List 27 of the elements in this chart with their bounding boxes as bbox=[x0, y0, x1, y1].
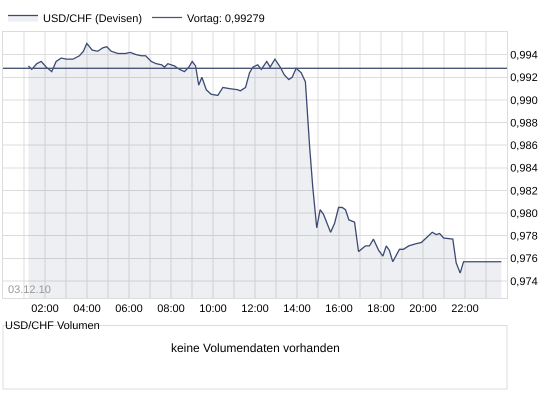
text: keine Volumendaten vorhanden bbox=[171, 341, 340, 355]
x-tick-label: 16:00 bbox=[325, 303, 353, 316]
y-tick-label: 0,980 bbox=[510, 208, 538, 220]
x-tick-label: 12:00 bbox=[241, 303, 269, 316]
y-tick-label: 0,984 bbox=[510, 162, 538, 175]
y-tick-label: 0,982 bbox=[510, 185, 538, 198]
x-tick-label: 04:00 bbox=[73, 303, 101, 316]
x-tick-label: 14:00 bbox=[283, 303, 311, 316]
y-tick-label: 0,974 bbox=[510, 276, 538, 288]
y-tick-label: 0,988 bbox=[510, 117, 538, 130]
x-tick-label: 06:00 bbox=[115, 303, 143, 316]
legend-label: Vortag: 0,99279 bbox=[187, 12, 265, 25]
y-tick-label: 0,990 bbox=[510, 94, 538, 107]
y-tick-label: 0,978 bbox=[510, 230, 538, 243]
annotation: 03.12.10 bbox=[8, 284, 51, 296]
x-tick-label: 22:00 bbox=[451, 303, 479, 316]
x-tick-label: 08:00 bbox=[157, 303, 185, 316]
x-tick-label: 20:00 bbox=[409, 303, 437, 316]
y-tick-label: 0,994 bbox=[510, 49, 538, 62]
y-tick-label: 0,986 bbox=[510, 140, 538, 152]
legend-label: USD/CHF (Devisen) bbox=[43, 12, 142, 25]
x-tick-label: 18:00 bbox=[367, 303, 395, 316]
x-tick-label: 10:00 bbox=[199, 303, 227, 316]
x-tick-label: 02:00 bbox=[31, 303, 59, 316]
text: USD/CHF Volumen bbox=[5, 320, 100, 332]
y-tick-label: 0,992 bbox=[510, 72, 538, 84]
y-tick-label: 0,976 bbox=[510, 253, 538, 266]
